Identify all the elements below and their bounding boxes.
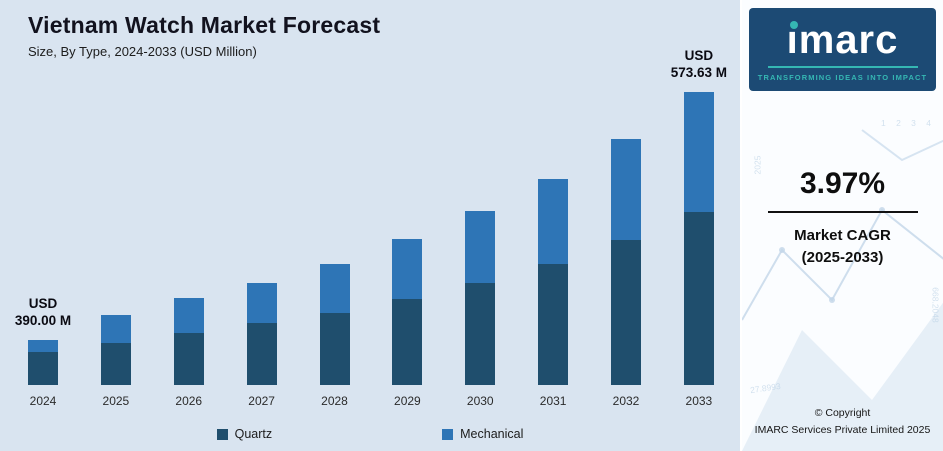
x-axis-label-2031: 2031 — [539, 394, 567, 408]
logo-divider — [767, 66, 918, 68]
legend-label-quartz: Quartz — [234, 427, 273, 441]
imarc-logo: ımarc TRANSFORMING IDEAS INTO IMPACT — [749, 8, 936, 91]
segment-quartz-2031 — [538, 264, 569, 385]
segment-quartz-2027 — [246, 323, 277, 385]
watermark-text: 1 2 3 4 — [881, 118, 935, 128]
chart-subtitle: Size, By Type, 2024-2033 (USD Million) — [28, 44, 257, 59]
legend-swatch-quartz — [216, 428, 228, 440]
segment-mechanical-2030 — [465, 211, 496, 283]
segment-mechanical-2033 — [683, 92, 714, 212]
segment-quartz-2029 — [392, 299, 423, 385]
bar-2029: 2029 — [392, 90, 423, 408]
stacked-bar-chart: 2024 USD 390.00 M 2025 2026 2027 2028 2029 2030 2… — [15, 48, 727, 408]
page-title: Vietnam Watch Market Forecast — [28, 12, 381, 38]
segment-quartz-2026 — [173, 333, 204, 385]
segment-mechanical-2031 — [538, 179, 569, 264]
segment-mechanical-2026 — [173, 298, 204, 333]
bar-2030: 2030 — [465, 90, 496, 408]
bar-2028: 2028 — [319, 90, 350, 408]
x-axis-label-2024: 2024 — [29, 394, 57, 408]
x-axis-label-2025: 2025 — [102, 394, 130, 408]
segment-mechanical-2032 — [611, 139, 641, 240]
segment-mechanical-2025 — [100, 315, 131, 343]
segment-quartz-2024 — [28, 352, 58, 385]
segment-mechanical-2029 — [392, 239, 423, 299]
chart-legend: Quartz Mechanical — [0, 427, 740, 441]
segment-quartz-2025 — [100, 343, 131, 385]
value-label-2024: USD 390.00 M — [14, 295, 72, 329]
bar-2024: 2024 USD 390.00 M — [15, 90, 71, 408]
logo-teal-dot-icon — [789, 21, 798, 29]
legend-label-mechanical: Mechanical — [460, 427, 524, 441]
decorative-chart-sketch — [742, 129, 943, 451]
bar-2027: 2027 — [246, 90, 277, 408]
segment-quartz-2032 — [611, 240, 641, 385]
x-axis-label-2033: 2033 — [685, 394, 713, 408]
legend-item-quartz: Quartz — [216, 427, 273, 441]
info-sidebar: 1 2 3 4 668.2048 27.8993 2025 ımarc TRAN… — [740, 0, 943, 451]
copyright-notice: © Copyright IMARC Services Private Limit… — [755, 405, 931, 438]
legend-item-mechanical: Mechanical — [442, 427, 523, 441]
cagr-period: (2025-2033) — [801, 248, 884, 266]
chart-panel: Vietnam Watch Market Forecast Size, By T… — [0, 12, 740, 441]
bar-2026: 2026 — [173, 90, 204, 408]
x-axis-label-2029: 2029 — [394, 394, 421, 408]
segment-quartz-2028 — [319, 313, 350, 385]
x-axis-label-2027: 2027 — [248, 394, 275, 408]
bar-2031: 2031 — [538, 90, 569, 408]
cagr-block: 3.97% Market CAGR (2025-2033) — [742, 167, 943, 269]
imarc-tagline: TRANSFORMING IDEAS INTO IMPACT — [757, 73, 928, 82]
legend-swatch-mechanical — [442, 428, 454, 440]
segment-mechanical-2024 — [28, 340, 58, 352]
value-label-2033: USD 573.63 M — [670, 47, 728, 81]
cagr-divider — [767, 211, 918, 213]
bar-2033: 2033 USD 573.63 M — [671, 48, 727, 408]
segment-quartz-2030 — [465, 283, 496, 385]
bar-2025: 2025 — [100, 90, 131, 408]
imarc-logo-text: ımarc — [786, 18, 899, 62]
copyright-line1: © Copyright — [814, 407, 871, 420]
watermark-text: 668.2048 — [930, 287, 941, 323]
segment-quartz-2033 — [683, 212, 714, 385]
bar-2032: 2032 — [611, 90, 641, 408]
segment-mechanical-2027 — [246, 283, 277, 323]
segment-mechanical-2028 — [319, 264, 350, 313]
x-axis-label-2032: 2032 — [612, 394, 640, 408]
cagr-label: Market CAGR — [794, 227, 891, 244]
x-axis-label-2028: 2028 — [321, 394, 348, 408]
x-axis-label-2026: 2026 — [175, 394, 203, 408]
cagr-value: 3.97% — [799, 167, 886, 200]
x-axis-label-2030: 2030 — [466, 394, 494, 408]
copyright-line2: IMARC Services Private Limited 2025 — [754, 423, 931, 436]
